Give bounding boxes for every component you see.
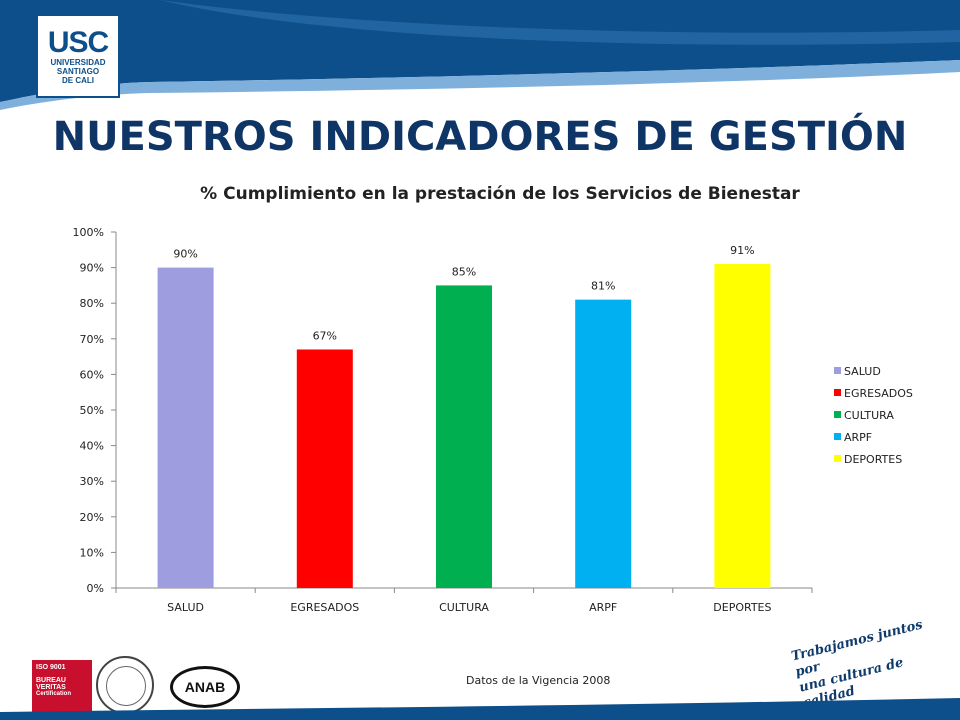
legend-item: EGRESADOS (844, 387, 913, 400)
legend-swatch (834, 411, 841, 418)
legend-swatch (834, 367, 841, 374)
logo-line-1: UNIVERSIDAD (50, 57, 106, 67)
cert-line-3: Certification (36, 691, 72, 697)
x-tick-label: CULTURA (439, 601, 489, 614)
anab-logo: ANAB (170, 666, 240, 708)
bar-cultura (436, 285, 492, 588)
footer-band (0, 698, 960, 720)
x-tick-label: EGRESADOS (290, 601, 359, 614)
data-label: 91% (730, 244, 754, 257)
certification-badge: ISO 9001 BUREAU VERITAS Certification (32, 660, 152, 718)
y-tick-label: 90% (80, 262, 104, 275)
legend-swatch (834, 433, 841, 440)
y-tick-label: 70% (80, 333, 104, 346)
bar-egresados (296, 349, 353, 588)
page-title: NUESTROS INDICADORES DE GESTIÓN (52, 114, 908, 160)
legend-item: CULTURA (844, 409, 894, 422)
y-tick-label: 40% (80, 440, 104, 453)
cert-line-2: BUREAU VERITAS (36, 677, 66, 691)
data-label: 85% (452, 265, 476, 278)
logo-main-text: USC (47, 25, 109, 59)
bar-deportes (714, 264, 771, 588)
usc-logo: USC UNIVERSIDAD SANTIAGO DE CALI (36, 14, 120, 98)
logo-line-3: DE CALI (62, 75, 94, 85)
x-tick-label: DEPORTES (713, 601, 771, 614)
header-band (0, 0, 960, 110)
source-note: Datos de la Vigencia 2008 (466, 674, 611, 687)
y-tick-label: 100% (73, 226, 104, 239)
y-tick-label: 20% (80, 511, 104, 524)
bar-salud (157, 267, 214, 588)
data-label: 67% (313, 329, 337, 342)
legend-swatch (834, 389, 841, 396)
x-tick-label: ARPF (589, 601, 617, 614)
y-tick-label: 0% (87, 582, 104, 595)
cert-line-1: ISO 9001 (36, 664, 66, 671)
bureau-veritas-badge: ISO 9001 BUREAU VERITAS Certification (32, 660, 92, 718)
y-tick-label: 10% (80, 546, 104, 559)
legend-item: DEPORTES (844, 453, 902, 466)
legend-item: ARPF (844, 431, 872, 444)
y-tick-label: 30% (80, 475, 104, 488)
bar-arpf (575, 299, 632, 588)
legend-item: SALUD (844, 365, 881, 378)
y-tick-label: 80% (80, 297, 104, 310)
chart-title: % Cumplimiento en la prestación de los S… (200, 184, 800, 204)
x-tick-label: SALUD (167, 601, 204, 614)
y-tick-label: 50% (80, 404, 104, 417)
logo-line-2: SANTIAGO (56, 66, 100, 76)
y-tick-label: 60% (80, 368, 104, 381)
data-label: 81% (591, 280, 615, 293)
legend-swatch (834, 455, 841, 462)
data-label: 90% (173, 248, 197, 261)
